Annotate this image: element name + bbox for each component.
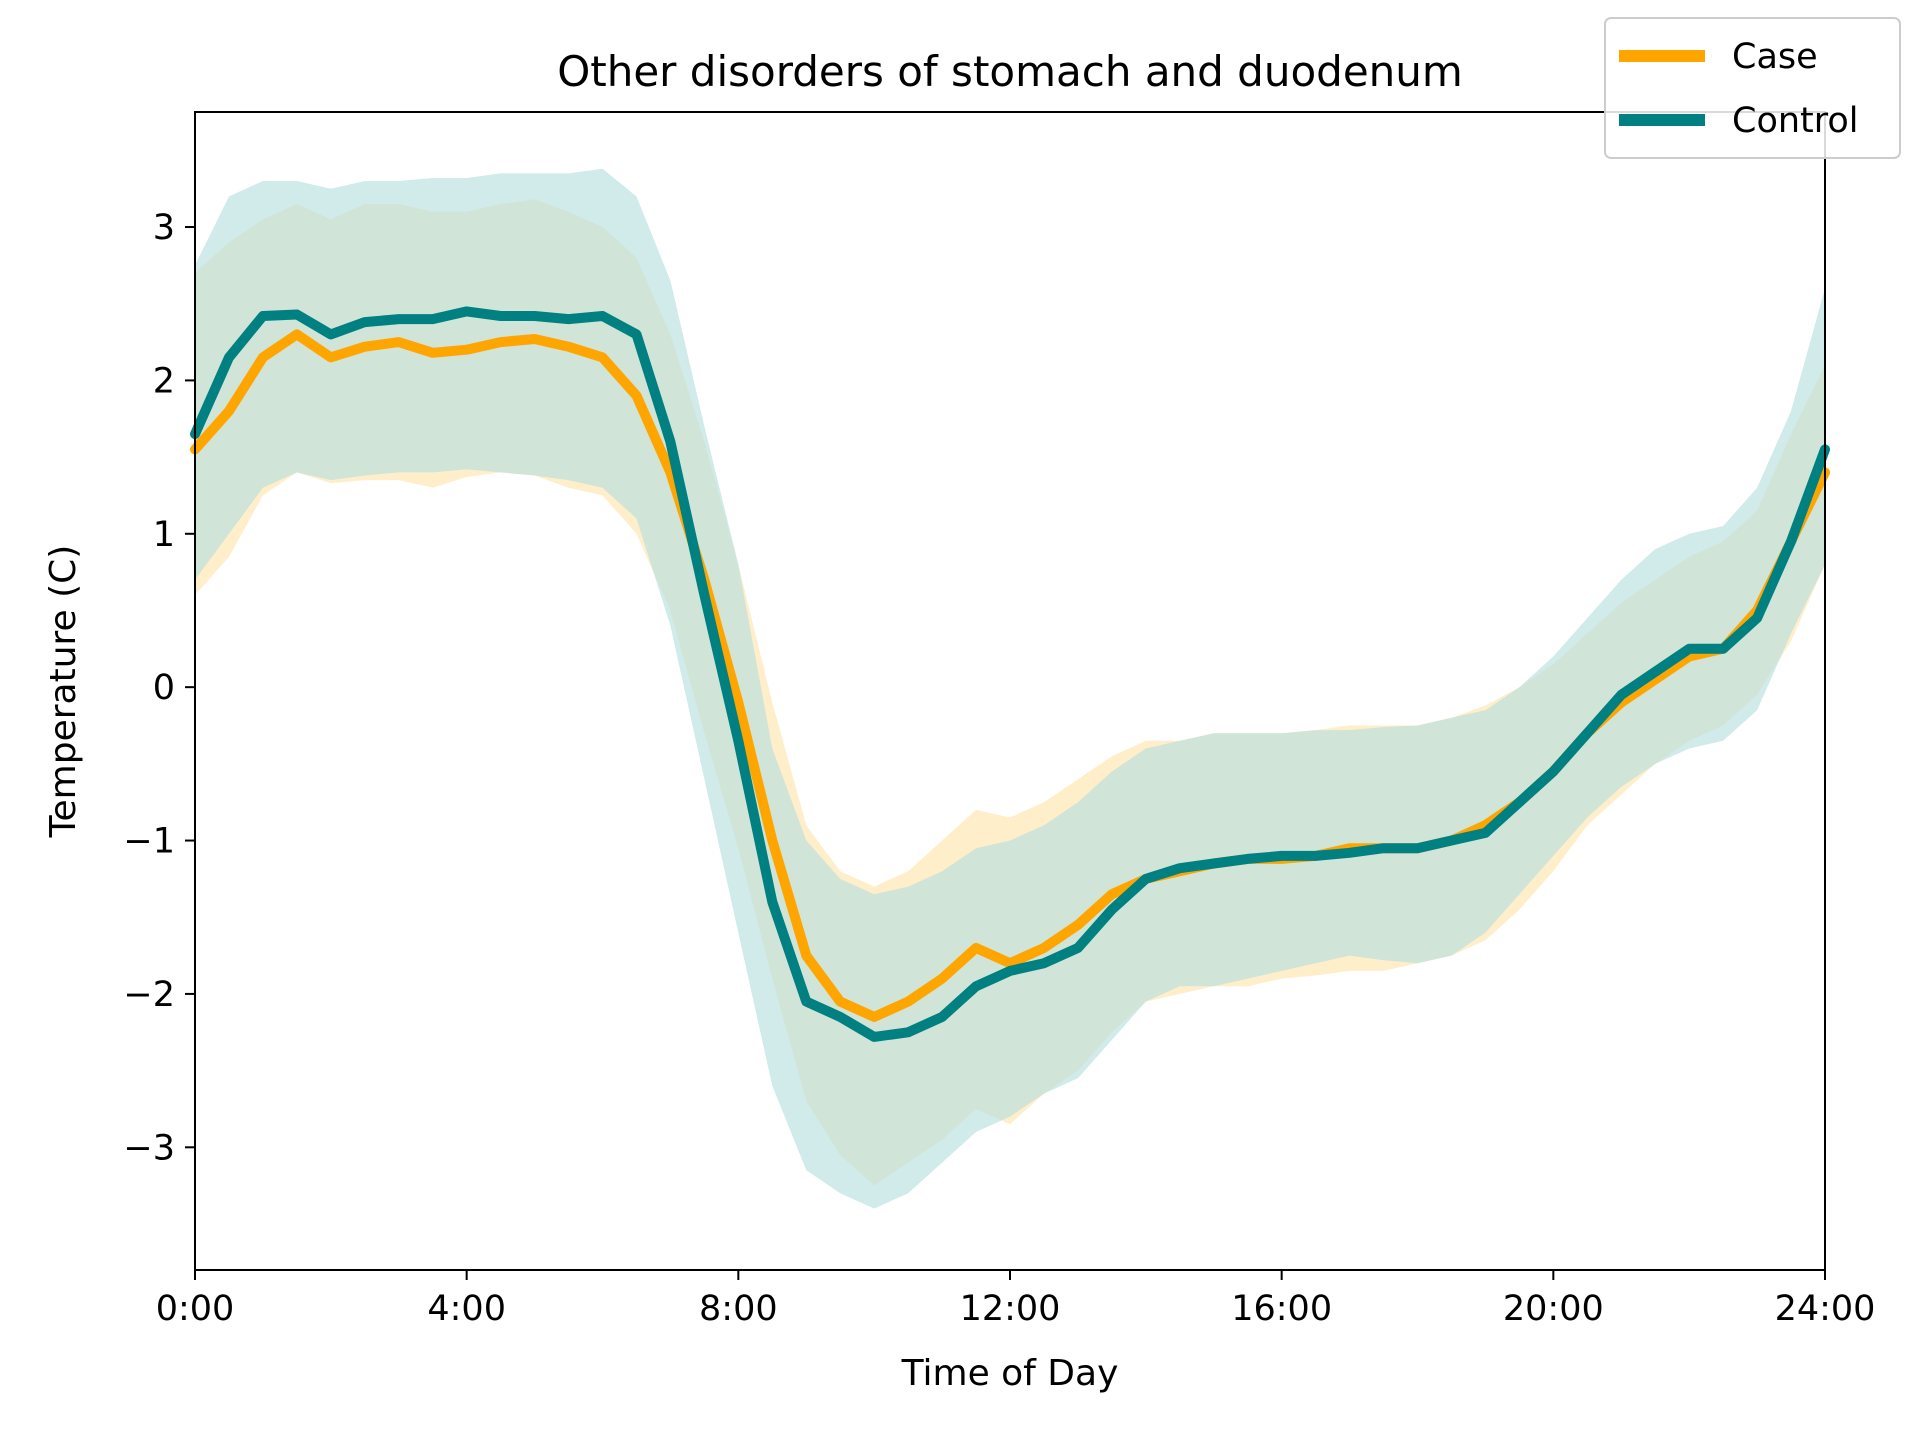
y-tick-label: 2 (153, 361, 175, 401)
legend: Case Control (1604, 17, 1901, 159)
legend-label-case: Case (1732, 37, 1818, 77)
x-tick-label: 4:00 (427, 1289, 506, 1329)
y-axis: −3 −2 −1 0 1 2 3 (123, 208, 195, 1168)
x-tick-label: 12:00 (960, 1289, 1061, 1329)
y-tick-label: −3 (123, 1128, 175, 1168)
series-line-control (190, 306, 1830, 1042)
x-tick-label: 20:00 (1503, 1289, 1604, 1329)
series-lines (190, 306, 1830, 1042)
x-tick-label: 24:00 (1775, 1289, 1876, 1329)
y-tick-label: −2 (123, 975, 175, 1015)
y-tick-label: 3 (153, 208, 175, 248)
x-axis-title: Time of Day (901, 1353, 1119, 1394)
confidence-bands (195, 168, 1825, 1209)
band-control (195, 168, 1825, 1209)
x-tick-label: 16:00 (1231, 1289, 1332, 1329)
y-axis-title: Temperature (C) (43, 545, 84, 839)
y-tick-label: 1 (153, 515, 175, 555)
chart-title: Other disorders of stomach and duodenum (557, 47, 1463, 96)
x-axis: 0:00 4:00 8:00 12:00 16:00 20:00 24:00 (156, 1270, 1876, 1329)
legend-label-control: Control (1732, 101, 1859, 141)
x-tick-label: 8:00 (699, 1289, 778, 1329)
x-tick-label: 0:00 (156, 1289, 235, 1329)
y-tick-label: −1 (123, 822, 175, 862)
y-tick-label: 0 (153, 668, 175, 708)
